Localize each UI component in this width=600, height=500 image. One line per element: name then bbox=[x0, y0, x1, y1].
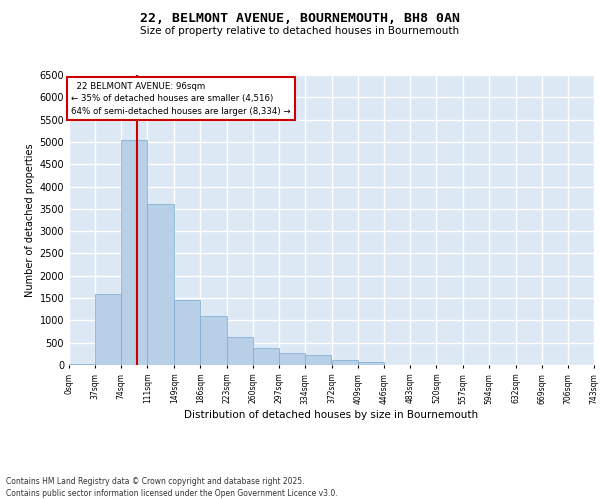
Text: Contains public sector information licensed under the Open Government Licence v3: Contains public sector information licen… bbox=[6, 489, 338, 498]
Bar bbox=[358, 362, 384, 365]
Text: 22 BELMONT AVENUE: 96sqm
← 35% of detached houses are smaller (4,516)
64% of sem: 22 BELMONT AVENUE: 96sqm ← 35% of detach… bbox=[71, 82, 291, 116]
Bar bbox=[279, 353, 305, 365]
Bar bbox=[227, 338, 253, 365]
X-axis label: Distribution of detached houses by size in Bournemouth: Distribution of detached houses by size … bbox=[184, 410, 479, 420]
Bar bbox=[332, 360, 358, 365]
Bar bbox=[174, 300, 200, 365]
Bar bbox=[305, 355, 331, 365]
Text: 22, BELMONT AVENUE, BOURNEMOUTH, BH8 0AN: 22, BELMONT AVENUE, BOURNEMOUTH, BH8 0AN bbox=[140, 12, 460, 26]
Bar bbox=[200, 316, 227, 365]
Bar bbox=[69, 364, 95, 365]
Text: Contains HM Land Registry data © Crown copyright and database right 2025.: Contains HM Land Registry data © Crown c… bbox=[6, 478, 305, 486]
Y-axis label: Number of detached properties: Number of detached properties bbox=[25, 143, 35, 297]
Bar bbox=[148, 204, 173, 365]
Text: Size of property relative to detached houses in Bournemouth: Size of property relative to detached ho… bbox=[140, 26, 460, 36]
Bar bbox=[95, 294, 121, 365]
Bar bbox=[121, 140, 148, 365]
Bar bbox=[253, 348, 279, 365]
